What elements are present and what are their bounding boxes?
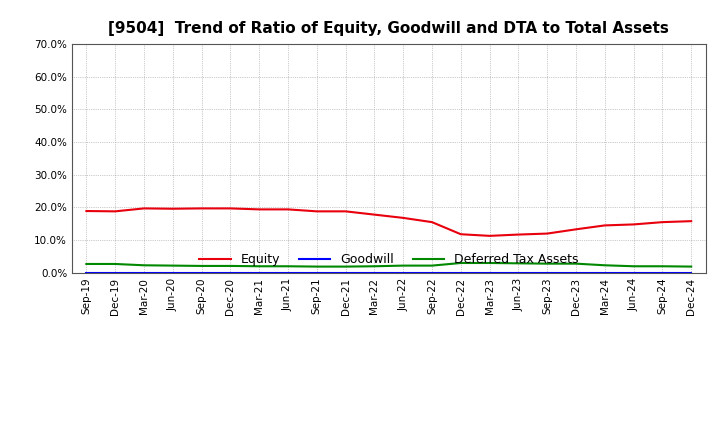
Goodwill	[399, 270, 408, 275]
Goodwill	[600, 270, 609, 275]
Deferred Tax Assets	[572, 261, 580, 266]
Line: Equity: Equity	[86, 209, 691, 236]
Goodwill	[255, 270, 264, 275]
Goodwill	[168, 270, 177, 275]
Equity	[255, 207, 264, 212]
Deferred Tax Assets	[140, 263, 148, 268]
Deferred Tax Assets	[456, 260, 465, 266]
Goodwill	[82, 270, 91, 275]
Goodwill	[543, 270, 552, 275]
Equity	[197, 206, 206, 211]
Goodwill	[341, 270, 350, 275]
Deferred Tax Assets	[341, 264, 350, 269]
Deferred Tax Assets	[399, 263, 408, 268]
Deferred Tax Assets	[514, 260, 523, 266]
Goodwill	[284, 270, 292, 275]
Equity	[111, 209, 120, 214]
Equity	[226, 206, 235, 211]
Deferred Tax Assets	[485, 260, 494, 266]
Goodwill	[370, 270, 379, 275]
Deferred Tax Assets	[629, 264, 638, 269]
Goodwill	[428, 270, 436, 275]
Equity	[82, 209, 91, 214]
Deferred Tax Assets	[428, 263, 436, 268]
Equity	[658, 220, 667, 225]
Goodwill	[140, 270, 148, 275]
Goodwill	[514, 270, 523, 275]
Goodwill	[687, 270, 696, 275]
Deferred Tax Assets	[658, 264, 667, 269]
Goodwill	[572, 270, 580, 275]
Goodwill	[658, 270, 667, 275]
Equity	[168, 206, 177, 211]
Goodwill	[226, 270, 235, 275]
Title: [9504]  Trend of Ratio of Equity, Goodwill and DTA to Total Assets: [9504] Trend of Ratio of Equity, Goodwil…	[109, 21, 669, 36]
Equity	[312, 209, 321, 214]
Goodwill	[197, 270, 206, 275]
Deferred Tax Assets	[82, 261, 91, 267]
Deferred Tax Assets	[600, 263, 609, 268]
Deferred Tax Assets	[168, 263, 177, 268]
Deferred Tax Assets	[197, 263, 206, 268]
Equity	[572, 227, 580, 232]
Deferred Tax Assets	[226, 263, 235, 268]
Goodwill	[312, 270, 321, 275]
Equity	[341, 209, 350, 214]
Equity	[485, 233, 494, 238]
Equity	[399, 215, 408, 220]
Deferred Tax Assets	[543, 261, 552, 266]
Equity	[284, 207, 292, 212]
Equity	[687, 219, 696, 224]
Legend: Equity, Goodwill, Deferred Tax Assets: Equity, Goodwill, Deferred Tax Assets	[194, 248, 583, 271]
Deferred Tax Assets	[284, 264, 292, 269]
Line: Deferred Tax Assets: Deferred Tax Assets	[86, 263, 691, 267]
Equity	[600, 223, 609, 228]
Deferred Tax Assets	[255, 264, 264, 269]
Equity	[140, 206, 148, 211]
Equity	[456, 231, 465, 237]
Deferred Tax Assets	[370, 264, 379, 269]
Goodwill	[456, 270, 465, 275]
Goodwill	[485, 270, 494, 275]
Goodwill	[111, 270, 120, 275]
Deferred Tax Assets	[111, 261, 120, 267]
Equity	[629, 222, 638, 227]
Deferred Tax Assets	[312, 264, 321, 269]
Equity	[514, 232, 523, 237]
Equity	[543, 231, 552, 236]
Goodwill	[629, 270, 638, 275]
Equity	[370, 212, 379, 217]
Deferred Tax Assets	[687, 264, 696, 269]
Equity	[428, 220, 436, 225]
